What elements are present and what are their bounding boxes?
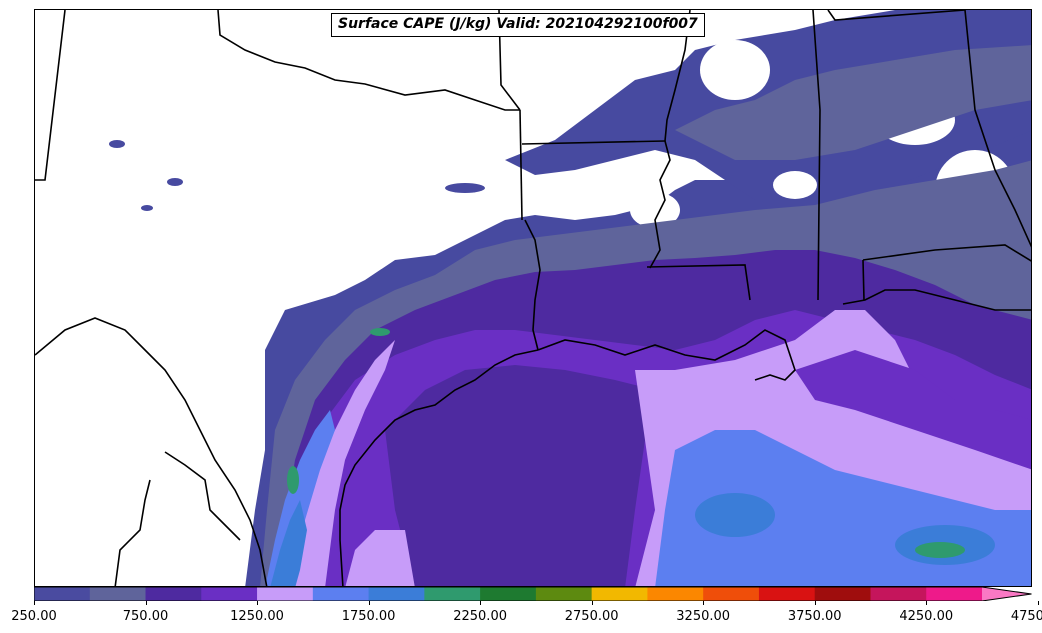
- cape-contour-1750-coast: [270, 500, 307, 586]
- cape-field-map: [35, 10, 1031, 586]
- cape-gap: [700, 40, 770, 100]
- map-area: [34, 9, 1032, 587]
- colorbar-segment: [647, 587, 704, 601]
- colorbar-tick-label: 250.00: [11, 609, 57, 624]
- colorbar-tick-mark: [591, 601, 593, 605]
- colorbar-tick-mark: [480, 601, 482, 605]
- colorbar-tick-label: 1250.00: [230, 609, 284, 624]
- colorbar-segment: [34, 587, 91, 601]
- map-title: Surface CAPE (J/kg) Valid: 202104292100f…: [331, 13, 705, 37]
- colorbar-segment: [89, 587, 147, 601]
- colorbar-segment: [480, 587, 537, 601]
- colorbar-tick-mark: [926, 601, 928, 605]
- colorbar-segment: [312, 587, 370, 601]
- colorbar-segment: [703, 587, 760, 601]
- colorbar-tick-mark: [368, 601, 370, 605]
- colorbar-tick-mark: [814, 601, 816, 605]
- colorbar-tick-mark: [703, 601, 705, 605]
- cape-contour-2000-coast: [287, 466, 299, 494]
- colorbar-tick-label: 1750.00: [341, 609, 396, 624]
- colorbar-ticks: 250.00 750.00 1250.00 1750.00 2250.00 2750.00…: [0, 601, 1042, 631]
- cape-contour-500-north: [675, 45, 1031, 160]
- colorbar-tick-label: 2250.00: [453, 609, 507, 624]
- cape-blob: [167, 178, 183, 186]
- colorbar-segment: [145, 587, 202, 601]
- cape-contour-2000-north: [370, 328, 390, 336]
- cape-blob: [141, 205, 153, 211]
- colorbar-segment: [758, 587, 816, 601]
- colorbar-tick-label: 3250.00: [676, 609, 731, 624]
- colorbar-tick-mark: [1037, 601, 1039, 605]
- colorbar-segment: [870, 587, 927, 601]
- colorbar-segment: [201, 587, 258, 601]
- colorbar-segment: [257, 587, 314, 601]
- colorbar-segment: [535, 587, 593, 601]
- cape-contour-750-core: [385, 365, 655, 586]
- cape-contour-1750: [695, 493, 775, 537]
- cape-contour-1000-east: [795, 350, 1031, 470]
- colorbar-segment: [926, 587, 983, 601]
- colorbar-tick-label: 4750.00: [1010, 609, 1042, 624]
- cape-gap: [630, 192, 680, 228]
- colorbar-tick-label: 2750.00: [564, 609, 619, 624]
- cape-contour-1250-lower: [345, 530, 415, 586]
- colorbar-tick-mark: [34, 601, 35, 605]
- colorbar-tick-label: 3750.00: [787, 609, 842, 624]
- colorbar: [34, 587, 1032, 601]
- colorbar-tick-label: 4250.00: [899, 609, 954, 624]
- colorbar-extend-arrow: [982, 587, 1032, 601]
- cape-gap: [773, 171, 817, 199]
- colorbar-segment: [368, 587, 425, 601]
- colorbar-tick-mark: [257, 601, 259, 605]
- colorbar-segment: [424, 587, 481, 601]
- colorbar-segment: [591, 587, 648, 601]
- colorbar-tick-mark: [145, 601, 147, 605]
- cape-blob: [445, 183, 485, 193]
- colorbar-outline: [34, 587, 1032, 601]
- cape-blob: [109, 140, 125, 148]
- colorbar-tick-label: 750.00: [122, 609, 169, 624]
- colorbar-segment: [814, 587, 871, 601]
- cape-contour-2000: [915, 542, 965, 558]
